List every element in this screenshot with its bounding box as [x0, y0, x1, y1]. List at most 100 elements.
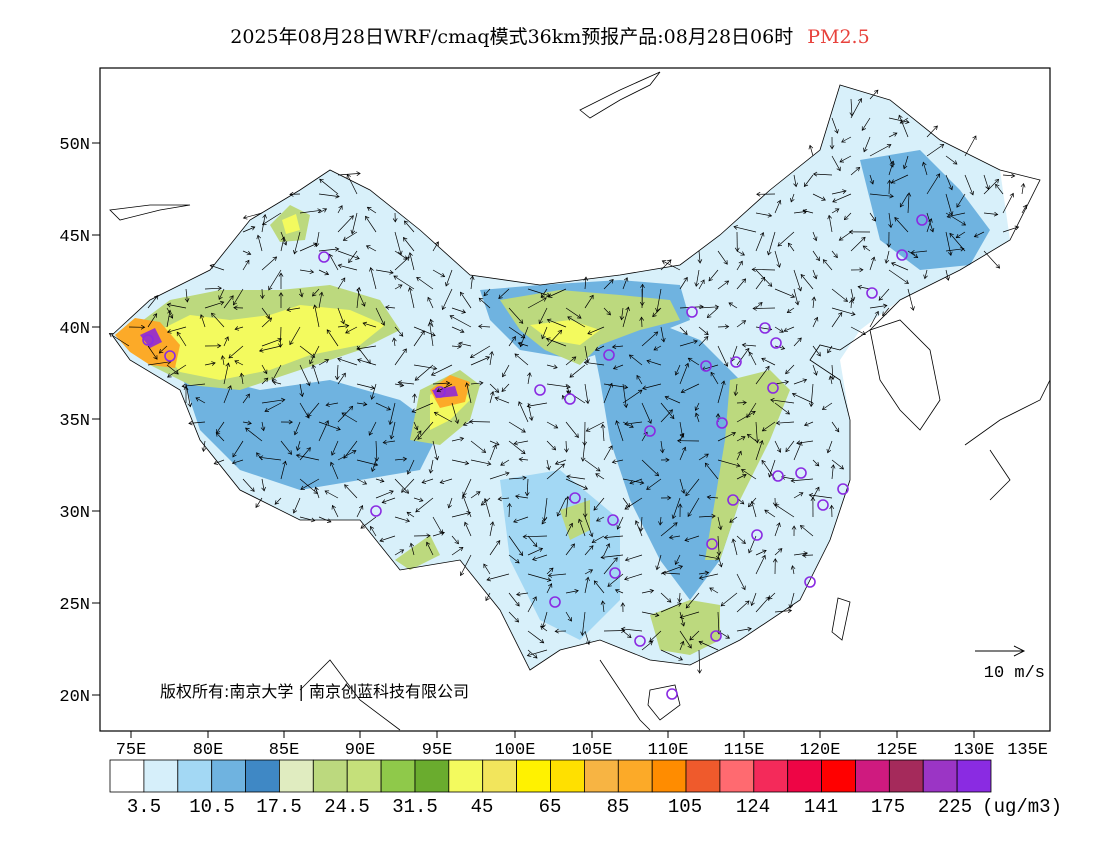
wind-arrow	[689, 630, 700, 641]
wind-arrow	[946, 212, 966, 219]
colorbar-label: 31.5	[392, 796, 438, 818]
city-marker	[767, 382, 779, 394]
wind-arrow	[469, 345, 491, 359]
wind-arrow	[201, 440, 207, 452]
wind-arrow	[183, 385, 189, 403]
city-marker	[569, 492, 581, 504]
wind-arrow	[775, 420, 795, 426]
lon-label: 80E	[193, 741, 224, 760]
colorbar-swatch	[278, 759, 314, 793]
wind-arrow	[211, 312, 225, 328]
lon-label: 75E	[116, 741, 147, 760]
wind-arrow	[660, 457, 670, 463]
wind-arrow	[926, 144, 945, 157]
wind-arrow	[242, 226, 256, 233]
wind-arrow	[483, 497, 491, 518]
wind-arrow	[862, 245, 871, 252]
wind-arrow	[429, 318, 434, 328]
wind-arrow	[412, 393, 417, 404]
wind-arrow	[394, 348, 407, 366]
wind-arrow	[554, 459, 567, 466]
wind-arrow	[603, 279, 614, 290]
wind-arrow	[955, 231, 966, 239]
wind-arrow	[538, 307, 548, 325]
colorbar-swatch	[143, 759, 179, 793]
wind-arrow	[451, 459, 470, 466]
wind-arrow	[360, 516, 377, 529]
city-marker	[318, 251, 330, 263]
wind-arrow	[344, 484, 358, 499]
wind-arrow	[394, 326, 404, 337]
wind-arrow	[869, 144, 892, 157]
wind-arrow	[878, 288, 890, 301]
wind-arrow	[508, 592, 520, 607]
wind-arrow	[751, 267, 776, 272]
wind-arrow	[639, 316, 644, 328]
wind-arrow	[245, 427, 263, 442]
wind-arrow	[337, 215, 354, 233]
wind-arrow	[761, 357, 776, 366]
wind-arrow	[494, 396, 510, 404]
wind-arrow	[717, 516, 723, 531]
wind-arrow	[432, 516, 443, 535]
wind-arrow	[526, 402, 548, 409]
wind-arrow	[603, 445, 613, 461]
wind-arrow	[508, 554, 520, 564]
colorbar-label: 10.5	[189, 796, 235, 818]
wind-arrow	[983, 211, 999, 217]
wind-arrow	[518, 401, 529, 423]
wind-arrow	[964, 135, 977, 157]
lat-label: 45N	[59, 228, 90, 247]
concentration-area-peak-kashgar	[140, 328, 162, 348]
wind-arrow	[274, 497, 282, 505]
wind-arrow	[258, 455, 282, 461]
wind-arrow	[926, 125, 938, 138]
wind-arrow	[280, 419, 293, 425]
wind-arrow	[863, 136, 871, 153]
city-marker	[837, 483, 849, 495]
wind-arrow	[356, 401, 368, 407]
wind-arrow	[430, 364, 453, 376]
wind-arrow	[280, 236, 286, 252]
wind-arrow	[261, 307, 270, 319]
wind-arrow	[585, 421, 605, 432]
concentration-area-yellow-dzungaria	[282, 214, 300, 234]
colorbar-swatch	[414, 759, 450, 793]
wind-arrow	[508, 475, 527, 481]
colorbar-label: 3.5	[127, 796, 161, 818]
wind-arrow	[389, 421, 396, 440]
wind-arrow	[752, 306, 776, 311]
wind-arrow	[242, 259, 250, 271]
wind-arrow	[299, 345, 316, 358]
wind-arrow	[565, 543, 575, 556]
lat-label: 25N	[59, 596, 90, 615]
wind-scale-label: 10 m/s	[984, 664, 1045, 683]
wind-arrow	[761, 421, 776, 432]
wind-arrow	[432, 531, 445, 537]
wind-arrow	[641, 611, 660, 618]
wind-arrow	[451, 307, 467, 314]
wind-arrow	[831, 189, 847, 195]
colorbar-label: 85	[607, 796, 630, 818]
wind-arrow	[733, 225, 757, 233]
wind-arrow	[698, 326, 709, 336]
wind-arrow	[793, 288, 800, 306]
wind-arrow	[850, 98, 862, 119]
lon-label: 135E	[1007, 741, 1048, 760]
wind-arrow	[755, 439, 764, 461]
wind-arrow	[906, 192, 912, 214]
wind-arrow	[831, 288, 849, 302]
wind-arrow	[812, 250, 820, 262]
wind-arrow	[567, 316, 586, 328]
wind-arrow	[546, 583, 553, 594]
wind-arrow	[397, 380, 415, 385]
wind-arrow	[501, 383, 510, 392]
wind-arrow	[812, 171, 833, 177]
wind-arrow	[945, 155, 958, 165]
wind-arrow	[489, 391, 495, 404]
wind-arrow	[382, 439, 396, 445]
wind-arrow	[731, 538, 738, 556]
wind-arrow	[717, 554, 723, 568]
wind-arrow	[658, 516, 663, 526]
wind-scale: 10 m/s	[975, 645, 1045, 683]
